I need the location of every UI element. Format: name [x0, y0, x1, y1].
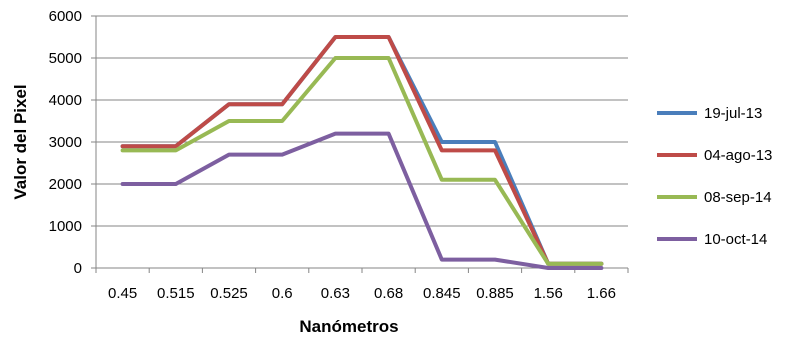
tick-labels: 0 1000 2000 3000 4000 5000 6000 0.45 0.515 0.525 0…: [49, 8, 616, 302]
legend-label: 04-ago-13: [704, 147, 772, 164]
y-axis-title: Valor del Pixel: [11, 84, 30, 199]
y-tick-label: 4000: [49, 92, 82, 109]
x-tick-label: 1.66: [587, 285, 616, 302]
x-tick-label: 0.845: [423, 285, 461, 302]
x-tick-label: 0.6: [272, 285, 293, 302]
x-tick-label: 1.56: [534, 285, 563, 302]
series-line-19-jul-13: [123, 37, 602, 264]
x-tick-label: 0.515: [157, 285, 195, 302]
series-line-04-ago-13: [123, 37, 602, 264]
series-line-10-oct-14: [123, 134, 602, 268]
x-tick-label: 0.45: [108, 285, 137, 302]
x-tick-label: 0.525: [210, 285, 248, 302]
x-tick-label: 0.885: [476, 285, 514, 302]
x-tick-label: 0.63: [321, 285, 350, 302]
legend-label: 19-jul-13: [704, 105, 762, 122]
gridlines: [96, 16, 628, 226]
x-axis-title: Nanómetros: [299, 317, 398, 336]
y-tick-label: 1000: [49, 218, 82, 235]
series-line-08-sep-14: [123, 58, 602, 264]
legend-label: 10-oct-14: [704, 231, 767, 248]
y-tick-label: 5000: [49, 50, 82, 67]
x-tick-label: 0.68: [374, 285, 403, 302]
y-tick-label: 0: [74, 260, 82, 277]
y-tick-label: 2000: [49, 176, 82, 193]
y-tick-label: 3000: [49, 134, 82, 151]
legend-label: 08-sep-14: [704, 189, 772, 206]
series-lines: [123, 37, 602, 268]
y-tick-label: 6000: [49, 8, 82, 25]
legend: 19-jul-13 04-ago-13 08-sep-14 10-oct-14: [657, 105, 772, 248]
